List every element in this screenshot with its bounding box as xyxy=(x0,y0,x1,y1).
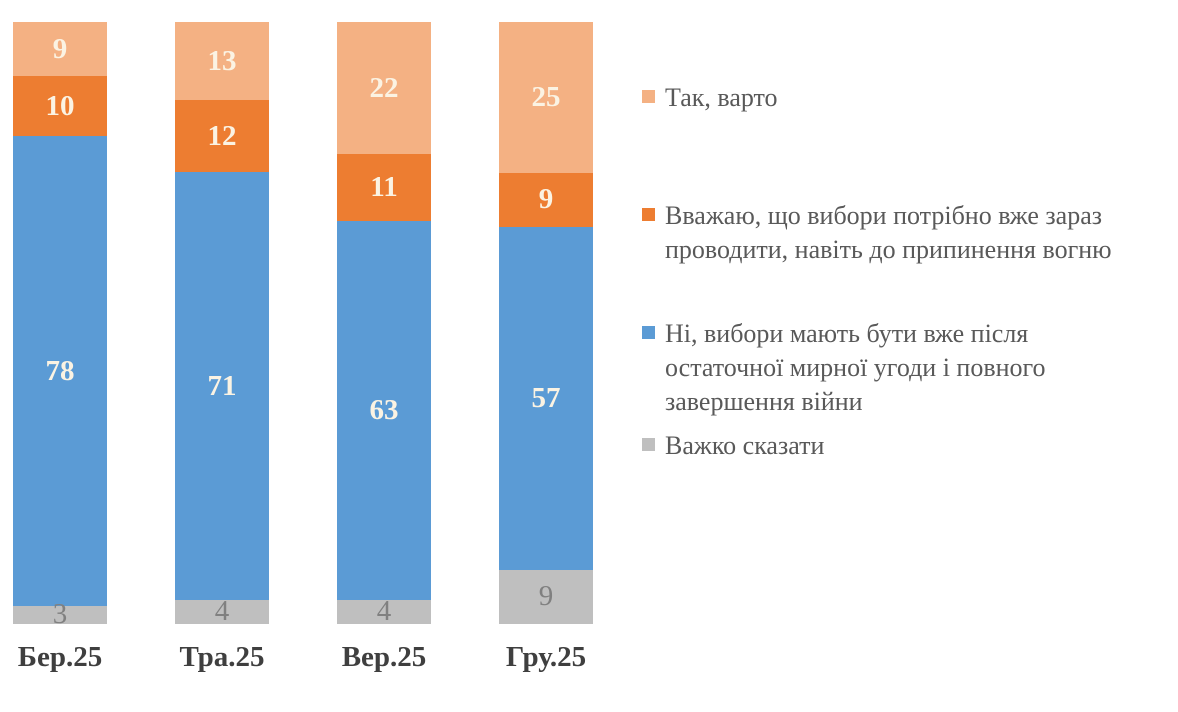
value-label: 11 xyxy=(370,171,398,204)
legend-item-tak-varto: Так, варто xyxy=(642,81,778,115)
bar-2: 13 12 71 4 xyxy=(175,22,269,628)
category-label-3: Вер.25 xyxy=(341,641,427,673)
bar-segment-series-4: 3 xyxy=(13,598,107,631)
bar-segment-series-4: 9 xyxy=(499,569,593,624)
bar-segment-series-1: 13 xyxy=(175,22,269,101)
legend-swatch-tak-varto xyxy=(642,90,655,103)
bar-segment-series-1: 25 xyxy=(499,22,593,173)
legend-swatch-vvazhayu-zaraz xyxy=(642,208,655,221)
value-label: 3 xyxy=(52,598,68,631)
category-label-1: Бер.25 xyxy=(17,641,103,673)
legend: Так, варто Вважаю, що вибори потрібно вж… xyxy=(642,0,1178,712)
legend-item-ni-pislya-uhody: Ні, вибори мають бути вже після остаточн… xyxy=(642,317,1046,419)
bar-segment-series-2: 10 xyxy=(13,76,107,137)
bar-segment-series-3: 63 xyxy=(337,220,431,600)
value-label: 25 xyxy=(531,80,561,113)
bar-segment-series-4: 4 xyxy=(175,595,269,628)
bar-segment-series-1: 9 xyxy=(13,22,107,77)
value-label: 4 xyxy=(376,595,392,628)
value-label: 10 xyxy=(45,89,75,122)
value-label: 9 xyxy=(538,580,554,613)
value-label: 78 xyxy=(45,354,75,387)
bar-segment-series-3: 78 xyxy=(13,136,107,606)
value-label: 71 xyxy=(207,369,237,402)
value-label: 4 xyxy=(214,595,230,628)
category-label-4: Гру.25 xyxy=(505,641,587,673)
category-label-2: Тра.25 xyxy=(179,641,265,673)
value-label: 12 xyxy=(207,119,237,152)
bar-segment-series-2: 9 xyxy=(499,172,593,227)
value-label: 57 xyxy=(531,381,561,414)
bar-segment-series-3: 57 xyxy=(499,226,593,570)
legend-label-ni-pislya-uhody: Ні, вибори мають бути вже після остаточн… xyxy=(665,319,1046,416)
value-label: 63 xyxy=(369,393,399,426)
value-label: 9 xyxy=(538,183,554,216)
value-label: 22 xyxy=(369,71,399,104)
legend-label-vazhko-skazaty: Важко сказати xyxy=(665,431,825,460)
legend-label-vvazhayu-zaraz: Вважаю, що вибори потрібно вже зараз про… xyxy=(665,201,1112,264)
bar-segment-series-1: 22 xyxy=(337,22,431,155)
bar-4: 25 9 57 9 xyxy=(499,22,593,624)
legend-swatch-vazhko-skazaty xyxy=(642,438,655,451)
legend-swatch-ni-pislya-uhody xyxy=(642,326,655,339)
value-label: 13 xyxy=(207,44,237,77)
legend-item-vvazhayu-zaraz: Вважаю, що вибори потрібно вже зараз про… xyxy=(642,199,1112,267)
value-label: 9 xyxy=(52,32,68,65)
plot-area: 9 10 78 3 Бер.25 13 12 71 4 Тра.25 22 11 63 4 Вер.25 25… xyxy=(13,22,593,673)
bar-3: 22 11 63 4 xyxy=(337,22,431,628)
legend-label-tak-varto: Так, варто xyxy=(665,83,778,112)
bar-1: 9 10 78 3 xyxy=(13,22,107,631)
bar-segment-series-3: 71 xyxy=(175,172,269,600)
bar-segment-series-2: 11 xyxy=(337,154,431,221)
bar-segment-series-2: 12 xyxy=(175,100,269,173)
bar-segment-series-4: 4 xyxy=(337,595,431,628)
legend-item-vazhko-skazaty: Важко сказати xyxy=(642,429,824,463)
